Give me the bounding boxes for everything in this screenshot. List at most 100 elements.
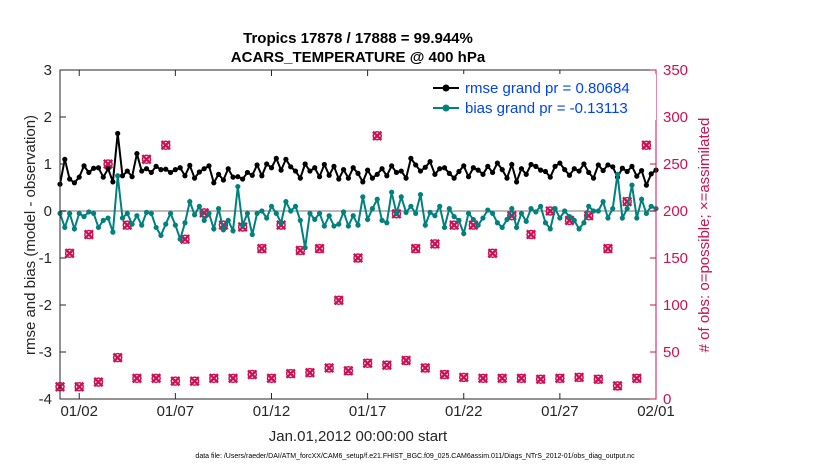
obs-assimilated-marker [487,248,498,259]
rmse-point [552,163,558,169]
obs-possible-marker [160,140,171,150]
rmse-point [307,168,313,174]
rmse-point [153,163,159,169]
bias-point [389,189,395,195]
x-tick-label: 01/02 [60,403,98,420]
rmse-point [494,160,500,166]
bias-point [629,182,635,188]
obs-possible-marker [593,374,604,385]
chart-subtitle: ACARS_TEMPERATURE @ 400 hPa [231,49,486,66]
bias-point [393,210,400,216]
rmse-point [172,167,178,173]
rmse-point [441,165,448,171]
obs-possible-marker [632,373,642,384]
x-tick-label: 01/17 [349,403,387,420]
bias-point [624,206,630,212]
y2-axis-label: # of obs: o=possible; ×=assimilated [696,118,713,353]
rmse-point [451,175,457,181]
bias-point [451,214,457,220]
rmse-point [634,173,640,179]
bias-point [619,215,625,221]
obs-possible-marker [372,131,382,141]
rmse-point [163,166,169,172]
bias-point [76,210,82,216]
bias-point [408,203,414,209]
rmse-point [292,168,299,174]
rmse-point [518,166,525,172]
bias-point [134,213,140,219]
obs-possible-marker [449,220,459,230]
rmse-point [456,168,462,175]
y-tick-label: 3 [44,62,52,79]
bias-point [398,194,404,200]
obs-assimilated-marker [112,352,123,363]
rmse-point [143,166,150,172]
obs-assimilated-marker [256,243,267,254]
bias-point [547,226,553,232]
rmse-point [610,164,616,170]
rmse-point [105,166,111,172]
footnote: data file: /Users/raeder/DAI/ATM_forcXX/… [195,453,635,460]
bias-point [201,217,207,223]
bias-point [143,209,150,216]
rmse-point [485,163,491,169]
bias-point [71,226,78,232]
rmse-point [379,166,385,172]
rmse-point [264,161,270,167]
obs-possible-marker [526,229,536,240]
bias-point [297,217,303,223]
rmse-point [417,168,424,174]
legend-box [428,74,656,120]
bias-point [259,208,265,214]
y-tick-label: 0 [44,203,52,220]
rmse-point [196,169,202,175]
bias-point [129,221,135,227]
rmse-point [422,164,428,170]
bias-point [610,206,616,212]
rmse-point [384,173,390,179]
obs-assimilated-marker [497,373,508,384]
y-axis-label: rmse and bias (model - observation) [22,115,39,355]
rmse-point [240,176,246,182]
obs-assimilated-marker [429,238,440,249]
bias-point [331,223,337,229]
rmse-point [355,170,361,176]
bias-point [470,216,476,223]
rmse-point [413,162,419,168]
bias-point [384,220,390,226]
bias-point [557,215,563,221]
x-tick-label: 01/22 [445,403,483,420]
obs-assimilated-marker [449,220,460,231]
rmse-point [62,156,68,162]
rmse-point [547,174,553,180]
chart-title: Tropics 17878 / 17888 = 99.944% [243,30,473,47]
obs-possible-marker [439,369,450,380]
bias-point [600,199,606,205]
obs-assimilated-marker [64,248,75,259]
obs-possible-marker [141,154,152,165]
obs-assimilated-marker [179,234,191,245]
rmse-point [134,151,140,157]
bias-point [475,222,481,228]
obs-assimilated-marker [593,374,604,385]
obs-assimilated-marker [631,373,642,384]
rmse-point [538,167,544,173]
x-tick-label: 02/01 [637,403,675,420]
obs-possible-marker [497,373,507,384]
bias-point [115,173,121,179]
rmse-point [321,161,327,168]
rmse-point [398,168,404,174]
rmse-point [191,175,198,181]
bias-point [249,231,255,238]
bias-point [220,227,227,233]
rmse-point [533,163,539,169]
rmse-point [374,171,380,177]
bias-point [499,224,505,231]
rmse-point [326,172,332,178]
obs-possible-marker [430,239,440,249]
bias-point [288,208,294,214]
bias-point [211,226,217,232]
rmse-point [230,174,236,180]
bias-point [316,210,323,216]
bias-point [614,171,621,177]
